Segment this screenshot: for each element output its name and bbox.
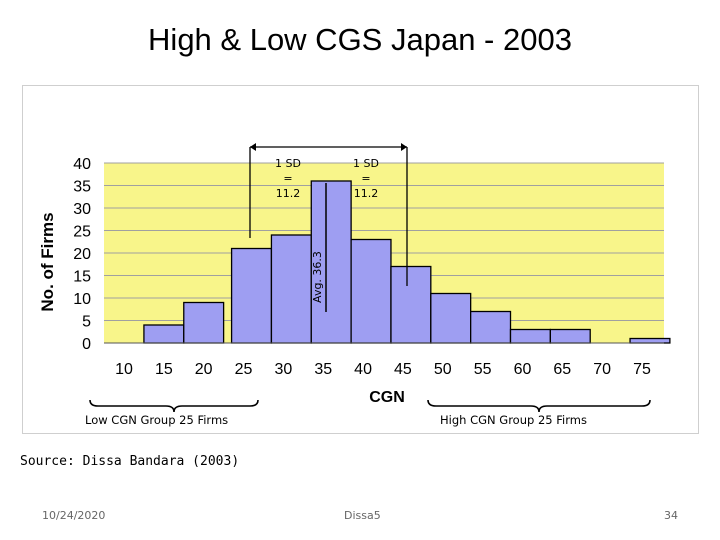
sd-left-label: = (283, 172, 292, 185)
slide-title: High & Low CGS Japan - 2003 (148, 22, 572, 57)
histogram-bar (430, 292, 472, 344)
y-tick-label: 20 (73, 246, 91, 263)
histogram-bar (470, 310, 512, 344)
y-tick-label: 35 (73, 179, 91, 196)
high-group-brace (427, 399, 651, 413)
footer-author: Dissa5 (344, 509, 381, 522)
x-tick-label: 50 (434, 361, 452, 378)
source-note: Source: Dissa Bandara (2003) (20, 454, 240, 469)
y-tick-label: 40 (73, 156, 91, 173)
y-axis-label: No. of Firms (38, 212, 57, 311)
high-group-label: High CGN Group 25 Firms (440, 413, 587, 427)
x-tick-label: 55 (474, 361, 492, 378)
y-tick-label: 15 (73, 269, 91, 286)
histogram-bar (143, 324, 185, 344)
x-tick-label: 25 (235, 361, 253, 378)
x-tick-label: 20 (195, 361, 213, 378)
x-tick-label: 10 (115, 361, 133, 378)
x-tick-label: 30 (274, 361, 292, 378)
sd-right-label: 11.2 (354, 187, 379, 200)
histogram-bar (183, 301, 225, 344)
histogram-bar (350, 238, 392, 344)
sd-right-arrowhead (401, 143, 407, 151)
histogram-bar (549, 328, 591, 344)
histogram-bar (629, 337, 671, 344)
histogram-bar (509, 328, 552, 344)
low-group-label: Low CGN Group 25 Firms (85, 413, 229, 427)
sd-left-label: 1 SD (275, 157, 301, 170)
average-label: Avg. 36.3 (311, 251, 324, 303)
footer-date: 10/24/2020 (42, 509, 106, 522)
low-group-brace (89, 399, 259, 413)
y-tick-label: 0 (82, 336, 91, 353)
x-tick-label: 70 (593, 361, 611, 378)
sd-left-arrowhead (250, 143, 256, 151)
x-tick-label: 45 (394, 361, 412, 378)
x-tick-label: 75 (633, 361, 651, 378)
footer-page-number: 34 (664, 509, 678, 522)
histogram-bar (390, 265, 432, 344)
sd-left-label: 11.2 (276, 187, 301, 200)
y-tick-label: 5 (82, 314, 91, 331)
x-tick-label: 35 (314, 361, 332, 378)
x-tick-label: 60 (514, 361, 532, 378)
x-tick-label: 40 (354, 361, 372, 378)
histogram-bar (270, 234, 312, 344)
y-tick-label: 30 (73, 201, 91, 218)
histogram-bar (230, 247, 273, 344)
y-tick-label: 25 (73, 224, 91, 241)
x-axis-label: CGN (369, 389, 405, 406)
y-tick-label: 10 (73, 291, 91, 308)
sd-right-label: 1 SD (353, 157, 379, 170)
sd-right-label: = (361, 172, 370, 185)
x-tick-label: 65 (553, 361, 571, 378)
x-tick-label: 15 (155, 361, 173, 378)
